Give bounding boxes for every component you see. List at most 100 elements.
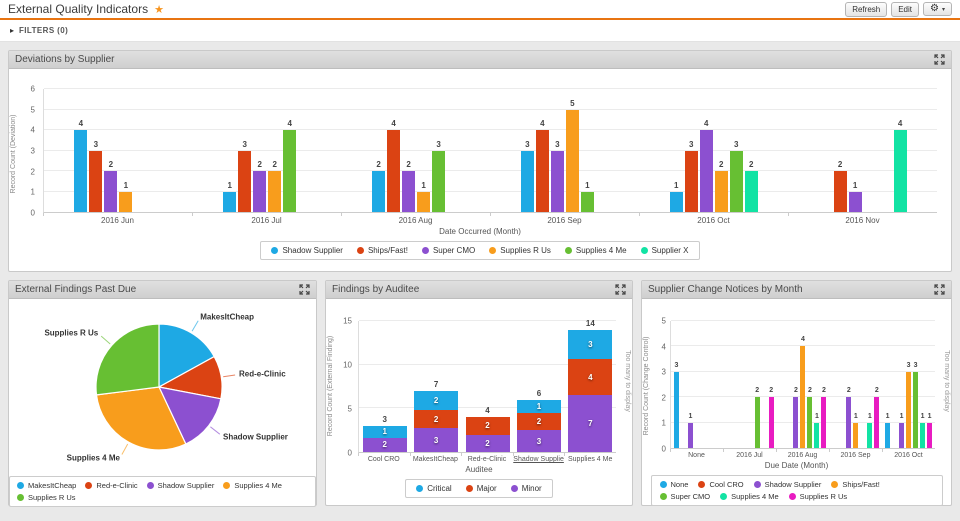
bar[interactable]: 2	[768, 387, 774, 448]
bar[interactable]: 1	[223, 181, 237, 212]
legend-item[interactable]: Supplies R Us	[788, 492, 847, 501]
bar[interactable]: 2	[253, 160, 267, 212]
bar[interactable]: 3	[673, 362, 679, 448]
bar[interactable]: 4	[387, 119, 401, 212]
bar[interactable]: 4	[699, 119, 713, 212]
bar[interactable]: 1	[920, 413, 926, 448]
bar[interactable]: 2	[821, 387, 827, 448]
expand-icon[interactable]	[298, 284, 310, 296]
expand-icon[interactable]	[933, 54, 945, 66]
bar[interactable]: 1	[853, 413, 859, 448]
bar[interactable]: 2	[104, 160, 118, 212]
bar[interactable]: 2	[372, 160, 386, 212]
legend-item[interactable]: Supplies R Us	[17, 493, 76, 502]
legend-item[interactable]: Ships/Fast!	[831, 480, 880, 489]
legend-item[interactable]: Supplies 4 Me	[564, 246, 627, 255]
pie-slice[interactable]	[158, 323, 216, 389]
bar[interactable]: 3	[684, 140, 698, 212]
bar[interactable]: 2	[793, 387, 799, 448]
bar[interactable]: 1	[580, 181, 594, 212]
bar[interactable]: 2	[714, 160, 728, 212]
legend-item[interactable]: Critical	[416, 484, 452, 493]
bar[interactable]: 4	[283, 119, 297, 212]
edit-button[interactable]: Edit	[891, 1, 920, 17]
stacked-bar[interactable]: 2 2 4	[465, 406, 510, 453]
bar[interactable]: 1	[899, 413, 905, 448]
bar-segment[interactable]: 4	[568, 359, 613, 396]
stacked-bar[interactable]: 1 2 3	[362, 415, 407, 452]
bar-segment[interactable]: 1	[516, 399, 561, 413]
bar[interactable]: 5	[565, 99, 579, 212]
legend-item[interactable]: Super CMO	[421, 246, 475, 255]
bar[interactable]: 1	[119, 181, 133, 212]
bar[interactable]: 1	[885, 413, 891, 448]
bar[interactable]: 2	[833, 160, 847, 212]
pie-slice[interactable]	[95, 323, 160, 396]
bar[interactable]: 3	[906, 362, 912, 448]
legend-item[interactable]: Shadow Supplier	[271, 246, 343, 255]
bar-segment[interactable]: 2	[516, 412, 561, 431]
legend-item[interactable]: Supplier X	[640, 246, 689, 255]
legend-item[interactable]: Minor	[510, 484, 542, 493]
bar[interactable]: 2	[754, 387, 760, 448]
bar-segment[interactable]: 7	[568, 395, 613, 453]
legend-item[interactable]: MakesItCheap	[17, 481, 76, 490]
legend-item[interactable]: Ships/Fast!	[356, 246, 408, 255]
bar-segment[interactable]: 3	[516, 430, 561, 453]
bar[interactable]: 4	[800, 336, 806, 448]
favorite-star-icon[interactable]: ★	[154, 3, 164, 16]
bar-segment[interactable]: 2	[414, 409, 459, 429]
bar[interactable]: 1	[927, 413, 933, 448]
stacked-bar[interactable]: 1 2 3 6	[516, 389, 561, 453]
legend-item[interactable]: None	[659, 480, 688, 489]
bar-segment[interactable]: 2	[414, 390, 459, 410]
bar[interactable]: 2	[268, 160, 282, 212]
bar[interactable]: 1	[814, 413, 820, 448]
bar-segment[interactable]: 1	[362, 425, 407, 438]
filters-bar[interactable]: ▸ FILTERS (0)	[0, 20, 960, 42]
refresh-button[interactable]: Refresh	[845, 1, 888, 17]
bar[interactable]: 2	[846, 387, 852, 448]
bar[interactable]: 3	[913, 362, 919, 448]
bar[interactable]: 2	[402, 160, 416, 212]
legend-item[interactable]: Supplies R Us	[489, 246, 551, 255]
bar[interactable]: 1	[669, 181, 683, 212]
bar[interactable]: 1	[867, 413, 873, 448]
expand-icon[interactable]	[933, 284, 945, 296]
legend-item[interactable]: Red-e-Clinic	[85, 481, 138, 490]
bar-segment[interactable]: 2	[465, 417, 510, 435]
bar[interactable]: 3	[238, 140, 252, 212]
pie-slice[interactable]	[95, 386, 187, 451]
bar[interactable]: 2	[744, 160, 758, 212]
expand-icon[interactable]	[614, 284, 626, 296]
legend-item[interactable]: Major	[465, 484, 497, 493]
bar[interactable]: 3	[432, 140, 446, 212]
bar[interactable]: 1	[687, 413, 693, 448]
bar[interactable]: 3	[89, 140, 103, 212]
bar[interactable]: 3	[520, 140, 534, 212]
bar[interactable]: 3	[550, 140, 564, 212]
legend-item[interactable]: Supplies 4 Me	[720, 492, 779, 501]
bar[interactable]: 2	[807, 387, 813, 448]
legend-item[interactable]: Supplies 4 Me	[223, 481, 282, 490]
legend-item[interactable]: Shadow Supplier	[146, 481, 214, 490]
bar-segment[interactable]: 2	[465, 434, 510, 453]
bar-segment[interactable]: 2	[362, 437, 407, 452]
bar[interactable]: 1	[417, 181, 431, 212]
stacked-bar[interactable]: 3 4 7 14	[568, 319, 613, 453]
bar[interactable]: 1	[848, 181, 862, 212]
stacked-bar[interactable]: 2 2 3 7	[414, 380, 459, 452]
bar[interactable]: 2	[874, 387, 880, 448]
bar[interactable]: 4	[893, 119, 907, 212]
bar-segment[interactable]: 3	[414, 428, 459, 452]
pie-callout-line	[100, 335, 111, 345]
bar[interactable]: 4	[535, 119, 549, 212]
pie-slice[interactable]	[157, 386, 222, 445]
bar-segment[interactable]: 3	[568, 329, 613, 360]
legend-item[interactable]: Shadow Supplier	[753, 480, 821, 489]
settings-menu-button[interactable]: ⚙ ▾	[923, 2, 952, 16]
bar[interactable]: 4	[74, 119, 88, 212]
legend-item[interactable]: Cool CRO	[698, 480, 744, 489]
legend-item[interactable]: Super CMO	[659, 492, 710, 501]
bar[interactable]: 3	[729, 140, 743, 212]
